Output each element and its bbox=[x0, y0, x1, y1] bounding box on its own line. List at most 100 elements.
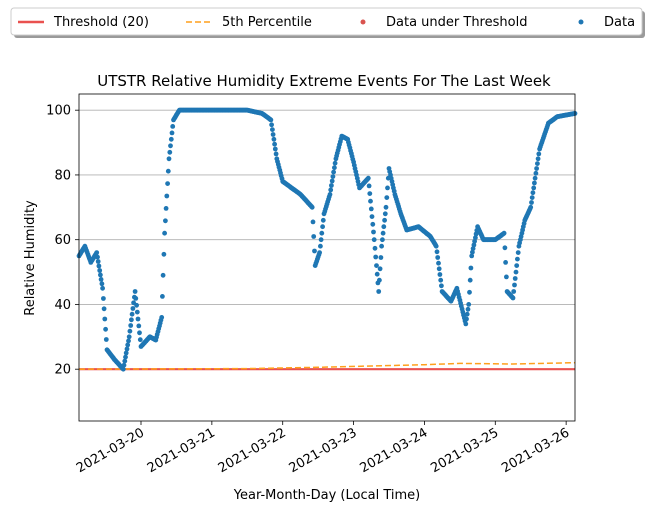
legend-threshold-label: Threshold (20) bbox=[53, 15, 149, 30]
data-point bbox=[368, 206, 374, 212]
legend-data-swatch bbox=[578, 19, 584, 25]
data-point bbox=[97, 268, 103, 273]
data-point bbox=[319, 230, 325, 236]
data-point bbox=[126, 334, 132, 340]
data-point bbox=[123, 350, 129, 356]
data-point bbox=[98, 277, 104, 282]
data-point bbox=[100, 285, 105, 291]
x-tick-label-2021-03-24: 2021-03-24 bbox=[357, 425, 430, 476]
data-point bbox=[504, 274, 509, 280]
data-point bbox=[134, 309, 140, 315]
data-point bbox=[466, 302, 472, 307]
data-point bbox=[165, 168, 171, 174]
data-point bbox=[103, 326, 108, 332]
data-point bbox=[371, 229, 376, 235]
data-point bbox=[318, 243, 323, 249]
data-point bbox=[137, 337, 143, 343]
data-point bbox=[434, 249, 440, 255]
data-point bbox=[373, 254, 379, 260]
data-point bbox=[134, 302, 140, 308]
data-point bbox=[96, 263, 102, 269]
data-point bbox=[380, 237, 385, 243]
data-point bbox=[270, 127, 275, 132]
data-point bbox=[374, 263, 379, 268]
data-point bbox=[120, 366, 126, 372]
data-point bbox=[435, 255, 441, 260]
data-point bbox=[168, 143, 173, 149]
data-point bbox=[332, 160, 338, 166]
data-point bbox=[103, 337, 109, 342]
data-point bbox=[382, 211, 388, 217]
data-point bbox=[367, 191, 373, 197]
data-point bbox=[502, 245, 508, 251]
data-point bbox=[514, 263, 520, 268]
data-point bbox=[135, 316, 141, 322]
data-point bbox=[467, 289, 472, 295]
data-point bbox=[332, 165, 337, 171]
data-point bbox=[381, 224, 387, 230]
x-tick-label-2021-03-20: 2021-03-20 bbox=[74, 425, 147, 476]
data-point bbox=[529, 200, 534, 205]
legend: Threshold (20) 5th Percentile Data under… bbox=[10, 7, 645, 38]
legend-percentile-label: 5th Percentile bbox=[222, 15, 312, 30]
data-point bbox=[532, 175, 538, 181]
data-point bbox=[163, 206, 169, 211]
y-tick-label-40: 40 bbox=[54, 298, 71, 313]
data-point bbox=[532, 180, 537, 186]
data-point bbox=[472, 238, 477, 244]
data-point bbox=[124, 346, 130, 352]
data-point bbox=[159, 315, 165, 320]
x-tick-label-2021-03-25: 2021-03-25 bbox=[428, 425, 501, 476]
data-point bbox=[464, 311, 470, 317]
data-point bbox=[366, 183, 372, 189]
data-point bbox=[272, 141, 277, 147]
data-point bbox=[160, 272, 166, 278]
x-tick-label-2021-03-26: 2021-03-26 bbox=[499, 425, 572, 476]
data-point bbox=[437, 272, 443, 277]
data-point bbox=[127, 328, 133, 334]
data-point bbox=[164, 193, 170, 199]
data-point bbox=[436, 260, 441, 266]
data-point bbox=[515, 250, 521, 256]
data-point bbox=[377, 266, 383, 272]
y-tick-label-80: 80 bbox=[54, 168, 71, 183]
data-point bbox=[271, 136, 277, 142]
legend-under-threshold-swatch bbox=[360, 19, 366, 25]
data-point bbox=[536, 151, 542, 157]
data-point bbox=[372, 245, 378, 251]
data-point bbox=[528, 204, 534, 210]
x-axis-ticks: 2021-03-202021-03-212021-03-222021-03-23… bbox=[74, 421, 572, 476]
data-point bbox=[501, 230, 507, 236]
data-point bbox=[268, 117, 274, 123]
data-point bbox=[130, 306, 136, 311]
data-point bbox=[133, 296, 139, 301]
data-point bbox=[136, 323, 142, 329]
data-point bbox=[98, 272, 103, 278]
data-point bbox=[471, 242, 477, 248]
data-point bbox=[312, 248, 317, 254]
data-point bbox=[385, 185, 390, 191]
data-point bbox=[309, 204, 315, 210]
data-point bbox=[310, 219, 316, 225]
data-point bbox=[163, 218, 168, 224]
data-point bbox=[132, 289, 138, 294]
data-point bbox=[165, 181, 171, 187]
data-points bbox=[76, 107, 578, 372]
data-point bbox=[129, 317, 134, 323]
data-point bbox=[382, 217, 387, 223]
data-point bbox=[128, 323, 134, 328]
data-point bbox=[380, 230, 386, 236]
data-point bbox=[123, 354, 128, 360]
data-point bbox=[371, 237, 377, 243]
data-point bbox=[535, 161, 540, 167]
data-point bbox=[101, 306, 107, 312]
data-point bbox=[102, 316, 108, 322]
data-point bbox=[320, 224, 325, 230]
data-point bbox=[512, 276, 518, 281]
data-point bbox=[122, 358, 128, 364]
data-point bbox=[95, 254, 100, 260]
data-point bbox=[121, 362, 127, 368]
chart-title: UTSTR Relative Humidity Extreme Events F… bbox=[97, 72, 551, 90]
data-point bbox=[529, 195, 535, 201]
